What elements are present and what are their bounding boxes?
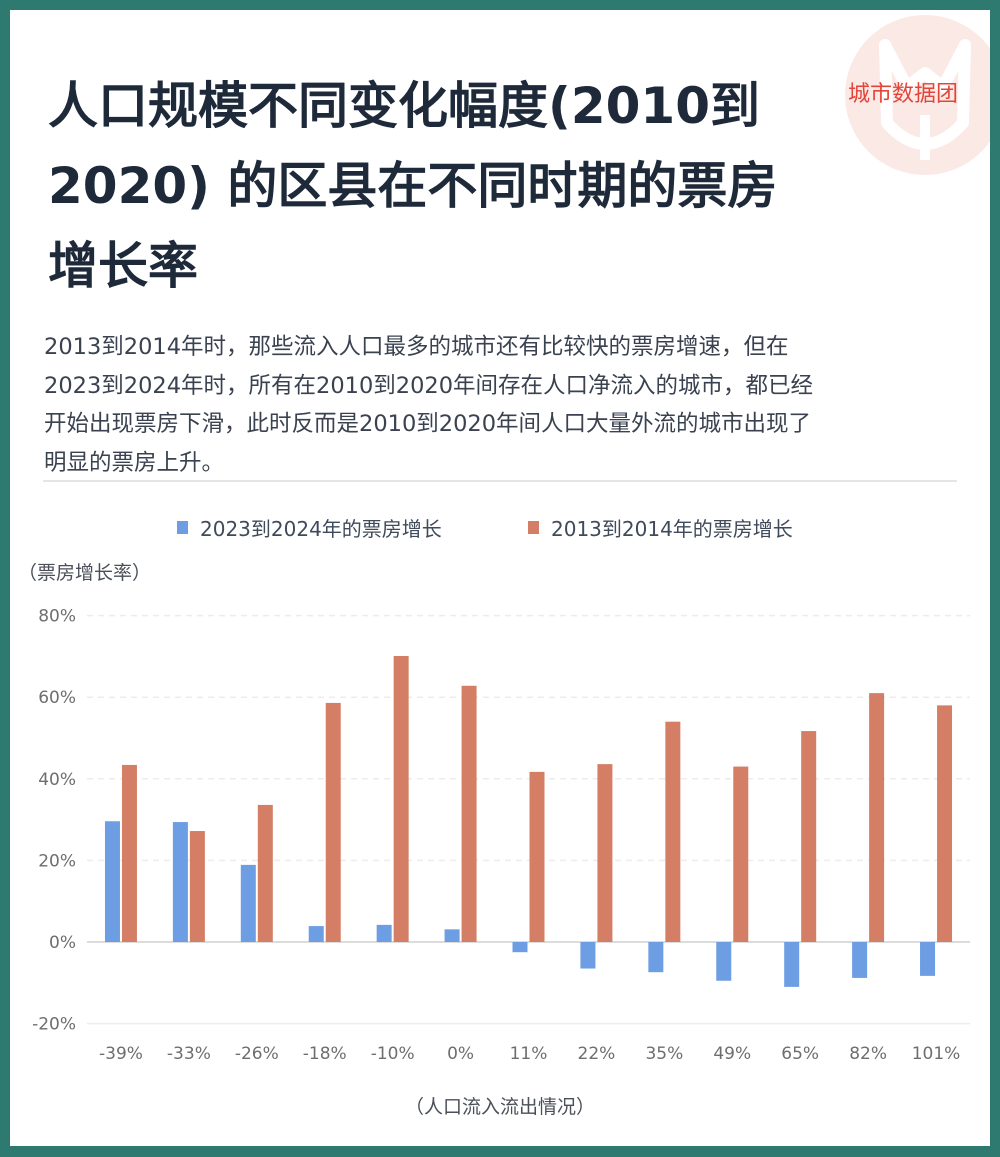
brand-logo-watermark [845,15,990,175]
legend-item-2013[interactable]: 2013到2014年的票房增长 [528,513,793,542]
bar-2023-2024[interactable] [784,942,800,987]
bar-2023-2024[interactable] [852,942,868,978]
page-title: 人口规模不同变化幅度(2010到 2020) 的区县在不同时期的票房 增长率 [48,66,848,306]
bar-2023-2024[interactable] [648,942,664,973]
legend-swatch-blue [177,521,188,534]
x-tick-label: -39% [99,1044,143,1064]
x-tick-label: 82% [849,1044,887,1064]
y-tick-label: -20% [32,1015,76,1035]
bar-2023-2024[interactable] [240,864,256,942]
brand-name: 城市数据团 [848,82,959,107]
legend-label: 2013到2014年的票房增长 [551,517,793,541]
legend-label: 2023到2024年的票房增长 [200,517,442,541]
x-tick-label: -26% [235,1044,279,1064]
chart-card: 城市数据团 人口规模不同变化幅度(2010到 2020) 的区县在不同时期的票房… [10,10,990,1146]
bar-2023-2024[interactable] [308,926,324,942]
legend-item-2023[interactable]: 2023到2024年的票房增长 [177,513,442,542]
title-line: 人口规模不同变化幅度(2010到 [48,77,761,135]
bar-2013-2014[interactable] [529,771,545,942]
y-tick-label: 20% [38,851,76,871]
bar-2023-2024[interactable] [512,942,528,953]
bar-2013-2014[interactable] [461,685,477,942]
x-tick-label: 49% [713,1044,751,1064]
description-line: 2013到2014年时，那些流入人口最多的城市还有比较快的票房增速，但在 [44,334,789,360]
description-line: 2023到2024年时，所有在2010到2020年间存在人口净流入的城市，都已经 [44,372,814,399]
x-tick-label: 65% [781,1044,819,1064]
y-axis-title: （票房增长率） [18,562,152,584]
title-line: 2020) 的区县在不同时期的票房 [48,157,778,215]
description-line: 明显的票房上升。 [44,449,225,476]
y-tick-label: 40% [38,770,76,790]
bar-2013-2014[interactable] [257,804,273,942]
x-axis-title: （人口流入流出情况） [404,1096,595,1118]
bar-2013-2014[interactable] [325,702,341,942]
bar-2013-2014[interactable] [121,764,137,942]
x-tick-label: -18% [303,1044,347,1064]
x-tick-label: 0% [447,1044,474,1064]
y-tick-label: 80% [38,607,76,627]
bar-2013-2014[interactable] [189,831,205,942]
bar-2023-2024[interactable] [172,822,188,942]
bar-2023-2024[interactable] [716,942,732,981]
bar-2023-2024[interactable] [444,929,460,942]
x-tick-label: 22% [578,1044,616,1064]
legend-swatch-orange [528,521,539,534]
bar-2013-2014[interactable] [597,764,613,942]
bar-chart-plot: -20% 0% 20% 40% 60% 80% -39% -33% -26% -18% -10% 0%… [32,607,970,1064]
bar-2013-2014[interactable] [869,693,885,942]
bar-2023-2024[interactable] [580,942,596,969]
x-tick-label: 101% [912,1044,961,1064]
description: 2013到2014年时，那些流入人口最多的城市还有比较快的票房增速，但在 202… [44,328,964,482]
title-line: 增长率 [48,237,198,295]
y-tick-label: 60% [38,688,76,708]
bar-2013-2014[interactable] [801,731,817,942]
y-tick-label: 0% [49,933,76,953]
description-line: 开始出现票房下滑，此时反而是2010到2020年间人口大量外流的城市出现了 [44,411,812,437]
bar-2023-2024[interactable] [376,924,392,942]
x-tick-label: -33% [167,1044,211,1064]
chart-legend: 2023到2024年的票房增长 2013到2014年的票房增长 [10,513,990,543]
bar-2023-2024[interactable] [920,942,936,976]
divider [43,480,957,482]
bar-2013-2014[interactable] [393,655,409,942]
bar-2013-2014[interactable] [937,705,953,942]
x-tick-label: 35% [645,1044,683,1064]
x-tick-label: 11% [510,1044,548,1064]
x-tick-label: -10% [371,1044,415,1064]
bar-2023-2024[interactable] [104,821,120,942]
bar-2013-2014[interactable] [665,721,681,942]
bar-2013-2014[interactable] [733,766,749,942]
cat-logo-icon [879,39,971,160]
